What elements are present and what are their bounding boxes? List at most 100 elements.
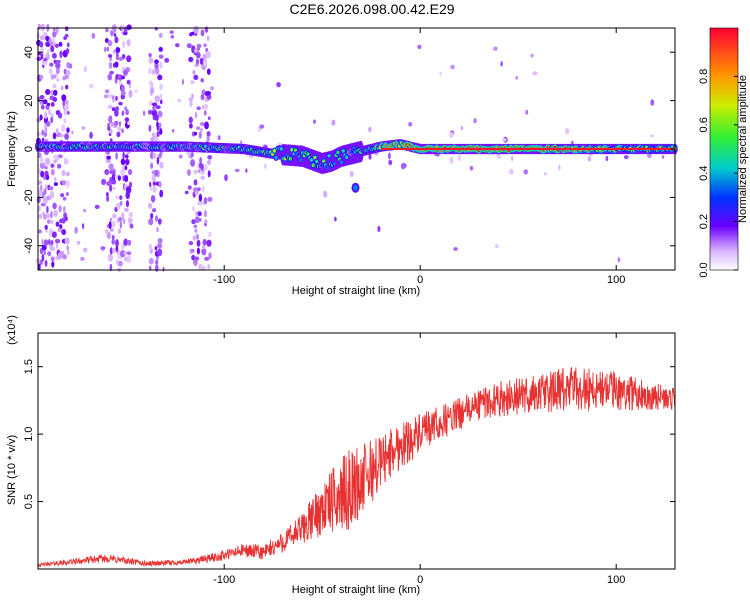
spectrogram-noise-cell xyxy=(111,107,116,112)
spectrogram-noise-cell xyxy=(74,226,78,234)
spectrogram-noise-cell xyxy=(558,164,561,171)
spectrogram-noise-cell xyxy=(121,243,125,250)
spectrogram-noise-cell xyxy=(117,175,121,182)
spectrogram-noise-cell xyxy=(45,35,50,42)
spectrogram-noise-cell xyxy=(193,179,198,186)
spectrogram-noise-cell xyxy=(52,37,56,43)
spectrogram-noise-cell xyxy=(623,155,629,160)
spectrogram-noise-cell xyxy=(206,131,211,137)
spectrogram-noise-cell xyxy=(155,259,159,265)
spectrogram-noise-cell xyxy=(109,217,113,222)
spectrogram-noise-cell xyxy=(44,123,47,129)
spectrogram-noise-cell xyxy=(126,55,132,63)
spectrogram-noise-cell xyxy=(40,104,45,110)
spectrogram-noise-cell xyxy=(204,164,208,171)
spectrogram-noise-cell xyxy=(129,223,134,229)
spectrogram-noise-cell xyxy=(154,95,160,103)
spectrogram-noise-cell xyxy=(66,159,69,165)
spectrogram-noise-cell xyxy=(158,32,163,38)
spectrogram-noise-cell xyxy=(194,256,200,261)
spectrogram-noise-cell xyxy=(152,105,156,112)
spectrogram-noise-cell xyxy=(196,126,201,130)
spectrogram-noise-cell xyxy=(196,106,201,110)
spectrogram-noise-cell xyxy=(106,195,110,202)
spectrogram-noise-cell xyxy=(157,218,162,225)
spectrogram-noise-cell xyxy=(377,225,381,233)
spectrogram-noise-cell xyxy=(388,159,393,166)
spectrogram-noise-cell xyxy=(661,155,665,159)
spectrogram-noise-cell xyxy=(473,118,477,124)
spectrogram-noise-cell xyxy=(112,220,116,228)
spectrogram-noise-cell xyxy=(208,231,212,238)
spectrogram-noise-cell xyxy=(203,43,207,48)
spectrogram-noise-cell xyxy=(510,155,514,161)
spectrogram-noise-cell xyxy=(150,212,154,220)
spectrogram-noise-cell xyxy=(157,74,163,81)
spectrogram-noise-cell xyxy=(197,201,203,206)
spectrogram-noise-cell xyxy=(151,208,157,213)
spectrogram-noise-cell xyxy=(159,189,164,198)
snr-y-tick-label: 0.5 xyxy=(23,494,35,509)
spectrogram-noise-cell xyxy=(162,266,165,272)
spectrogram-noise-cell xyxy=(164,57,170,63)
spectrogram-noise-cell xyxy=(53,159,57,164)
spectrogram-noise-cell xyxy=(120,90,126,96)
spectrogram-noise-cell xyxy=(121,110,125,116)
spectrogram-noise-cell xyxy=(108,93,113,99)
spectrogram-noise-cell xyxy=(171,129,175,133)
spectrogram-noise-cell xyxy=(127,239,132,246)
spectrogram-noise-cell xyxy=(148,124,152,132)
spectrogram-noise-cell xyxy=(36,131,41,137)
spectrogram-noise-cell xyxy=(196,239,201,247)
spectrogram-noise-cell xyxy=(152,68,155,76)
spectrogram-noise-cell xyxy=(200,175,205,180)
spectrogram-noise-cell xyxy=(202,238,207,246)
spectrogram-noise-cell xyxy=(101,178,107,186)
spectrogram-noise-cell xyxy=(51,261,55,268)
spectrogram-noise-cell xyxy=(38,213,43,220)
spectrogram-noise-cell xyxy=(203,197,208,205)
spectrogram-noise-cell xyxy=(496,154,502,159)
spectrogram-noise-cell xyxy=(55,127,59,136)
spectrogram-noise-cell xyxy=(207,170,211,178)
spectrogram-noise-cell xyxy=(45,89,51,95)
spectrogram-noise-cell xyxy=(115,239,119,247)
spectrogram-noise-cell xyxy=(118,79,122,86)
spectrogram-noise-cell xyxy=(66,244,70,252)
spectrogram-ridge-core xyxy=(339,160,343,165)
spectrogram-noise-cell xyxy=(192,206,195,212)
snr-x-tick-label: 0 xyxy=(417,574,423,586)
spectrogram-noise-cell xyxy=(114,36,119,44)
spectrogram-noise-cell xyxy=(107,39,113,47)
spectrogram-y-tick-label: -40 xyxy=(23,238,35,254)
spectrogram-noise-cell xyxy=(56,59,61,64)
spectrogram-noise-cell xyxy=(117,74,124,81)
spectrogram-noise-cell xyxy=(47,251,52,257)
spectrogram-noise-cell xyxy=(368,126,372,133)
spectrogram-ridge-core xyxy=(325,165,329,170)
spectrogram-noise-cell xyxy=(53,182,59,187)
spectrogram-noise-cell xyxy=(57,112,63,119)
spectrogram-noise-cell xyxy=(159,161,164,169)
spectrogram-noise-cell xyxy=(107,253,114,262)
spectrogram-noise-cell xyxy=(55,43,59,48)
spectrogram-noise-cell xyxy=(119,195,123,200)
spectrogram-noise-cell xyxy=(52,31,57,38)
spectrogram-noise-cell xyxy=(66,192,69,196)
spectrogram-noise-cell xyxy=(112,168,116,175)
spectrogram-noise-cell xyxy=(515,75,518,80)
spectrogram-noise-cell xyxy=(41,129,44,136)
spectrogram-noise-cell xyxy=(117,126,122,132)
spectrogram-noise-cell xyxy=(388,152,391,160)
spectrogram-noise-cell xyxy=(508,168,514,175)
spectrogram-noise-cell xyxy=(108,221,112,230)
spectrogram-noise-cell xyxy=(91,32,96,39)
spectrogram-noise-cell xyxy=(495,244,499,249)
spectrogram-noise-cell xyxy=(112,98,116,102)
spectrogram-noise-cell xyxy=(68,63,73,69)
spectrogram-noise-cell xyxy=(111,178,117,185)
spectrogram-noise-cell xyxy=(202,185,205,193)
spectrogram-noise-cell xyxy=(64,157,67,165)
spectrogram-noise-cell xyxy=(55,62,61,69)
spectrogram-noise-cell xyxy=(62,254,67,260)
